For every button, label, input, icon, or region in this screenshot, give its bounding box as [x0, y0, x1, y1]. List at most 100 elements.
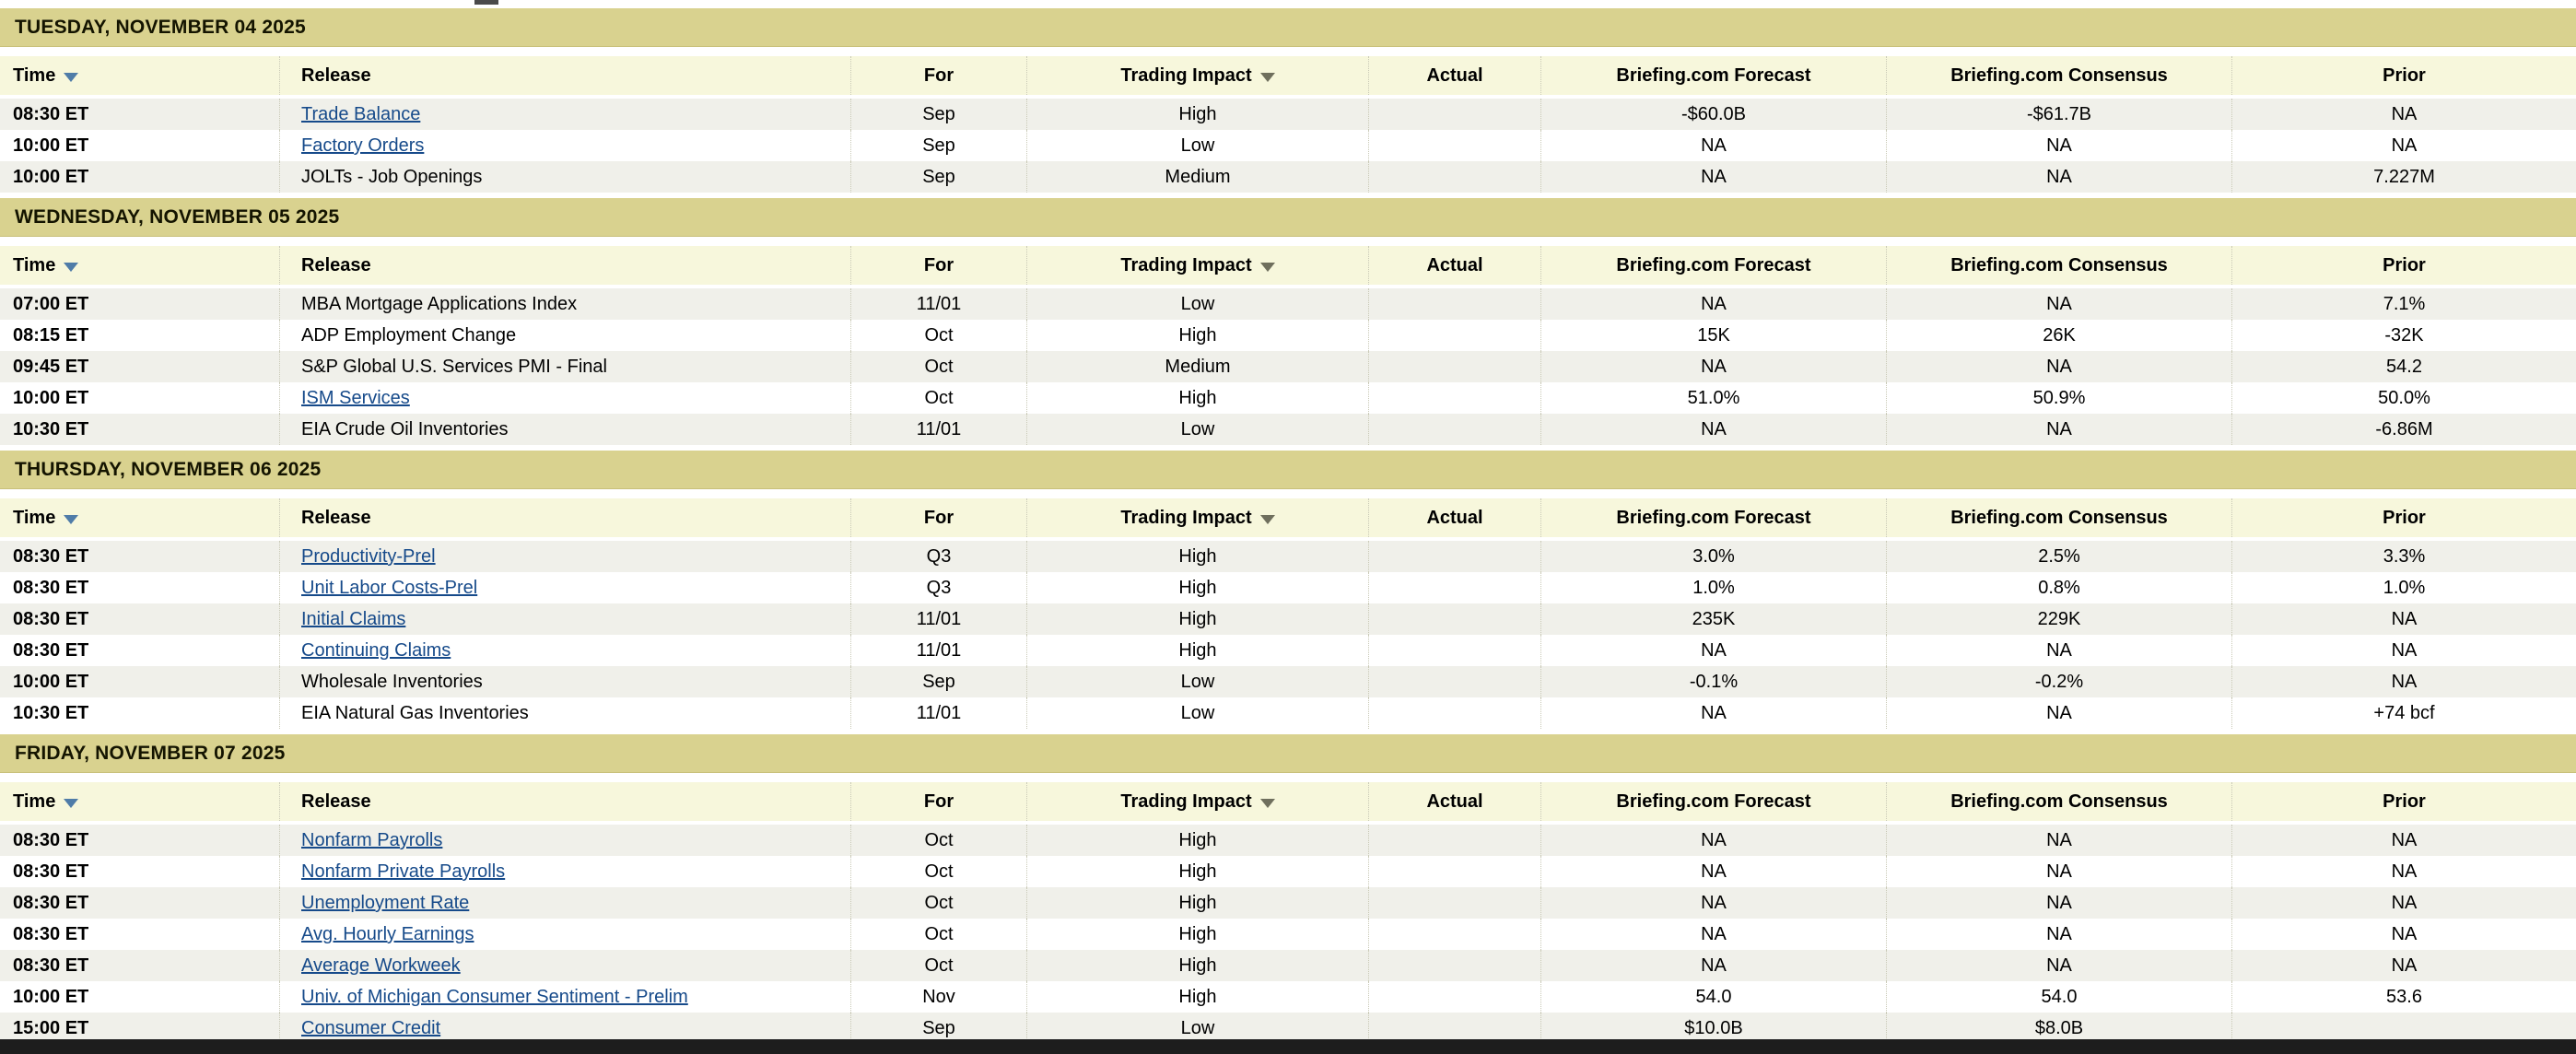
cell-forecast: 235K — [1540, 603, 1886, 635]
cell-consensus: NA — [1886, 414, 2231, 445]
cell-consensus: NA — [1886, 825, 2231, 856]
day-header: WEDNESDAY, NOVEMBER 05 2025 — [0, 198, 2576, 237]
calendar-row: 10:00 ET ISM Services Oct High 51.0% 50.9% 50.… — [0, 382, 2576, 414]
calendar-row: 10:00 ET Wholesale Inventories Sep Low -0.1%… — [0, 666, 2576, 697]
release-link[interactable]: Nonfarm Private Payrolls — [301, 861, 506, 882]
cell-actual — [1368, 697, 1540, 729]
column-label: For — [923, 508, 954, 528]
sort-down-icon[interactable] — [64, 515, 79, 524]
cell-forecast: NA — [1540, 856, 1886, 887]
cell-actual — [1368, 887, 1540, 919]
cell-time: 08:30 ET — [13, 104, 89, 124]
day-section: FRIDAY, NOVEMBER 07 2025 Time Release For Tr… — [0, 734, 2576, 1044]
cell-release: Nonfarm Payrolls — [279, 825, 850, 856]
column-label: Time — [13, 508, 56, 528]
column-header-impact[interactable]: Trading Impact — [1026, 246, 1368, 285]
cell-actual — [1368, 856, 1540, 887]
column-label: Actual — [1426, 508, 1483, 528]
cell-for: Sep — [850, 666, 1026, 697]
cell-impact: High — [1026, 981, 1368, 1013]
column-header-consensus: Briefing.com Consensus — [1886, 56, 2231, 95]
day-section: TUESDAY, NOVEMBER 04 2025 Time Release For T… — [0, 8, 2576, 193]
column-header-time[interactable]: Time — [0, 56, 279, 95]
filter-dropdown-icon[interactable] — [1259, 799, 1275, 808]
bottom-window-edge — [0, 1039, 2576, 1054]
cell-time: 09:45 ET — [13, 357, 89, 377]
column-header-actual: Actual — [1368, 498, 1540, 537]
release-link[interactable]: Unit Labor Costs-Prel — [301, 578, 478, 598]
column-header-actual: Actual — [1368, 56, 1540, 95]
column-header-actual: Actual — [1368, 246, 1540, 285]
cell-forecast: 51.0% — [1540, 382, 1886, 414]
cell-forecast: 54.0 — [1540, 981, 1886, 1013]
column-header-time[interactable]: Time — [0, 498, 279, 537]
release-link[interactable]: Nonfarm Payrolls — [301, 830, 443, 850]
release-link[interactable]: Continuing Claims — [301, 640, 451, 661]
calendar-row: 08:30 ET Initial Claims 11/01 High 235K 229K N… — [0, 603, 2576, 635]
sort-down-icon[interactable] — [64, 799, 79, 808]
cell-actual — [1368, 981, 1540, 1013]
column-header-impact[interactable]: Trading Impact — [1026, 782, 1368, 821]
column-label: Briefing.com Forecast — [1616, 255, 1811, 275]
column-header-row: Time Release For Trading Impact Actual Briefi… — [0, 782, 2576, 821]
cell-actual — [1368, 130, 1540, 161]
column-label: Trading Impact — [1120, 508, 1252, 528]
column-header-for: For — [850, 246, 1026, 285]
cell-time: 15:00 ET — [13, 1018, 89, 1038]
cell-impact: Low — [1026, 130, 1368, 161]
column-header-impact[interactable]: Trading Impact — [1026, 498, 1368, 537]
column-header-time[interactable]: Time — [0, 246, 279, 285]
column-header-impact[interactable]: Trading Impact — [1026, 56, 1368, 95]
release-link[interactable]: ISM Services — [301, 388, 410, 408]
cell-release: Trade Balance — [279, 99, 850, 130]
cell-consensus: NA — [1886, 856, 2231, 887]
release-link[interactable]: Average Workweek — [301, 955, 461, 976]
cell-impact: High — [1026, 919, 1368, 950]
cell-forecast: NA — [1540, 825, 1886, 856]
release-link[interactable]: Initial Claims — [301, 609, 406, 629]
day-section: THURSDAY, NOVEMBER 06 2025 Time Release For… — [0, 451, 2576, 729]
day-header: THURSDAY, NOVEMBER 06 2025 — [0, 451, 2576, 489]
column-header-actual: Actual — [1368, 782, 1540, 821]
cell-consensus: NA — [1886, 130, 2231, 161]
release-link[interactable]: Avg. Hourly Earnings — [301, 924, 474, 944]
cell-forecast: 3.0% — [1540, 541, 1886, 572]
calendar-row: 10:30 ET EIA Crude Oil Inventories 11/01 Lo… — [0, 414, 2576, 445]
cell-release: Consumer Credit — [279, 1013, 850, 1044]
sort-down-icon[interactable] — [64, 263, 79, 272]
cell-release: Average Workweek — [279, 950, 850, 981]
filter-dropdown-icon[interactable] — [1259, 263, 1275, 272]
cell-time: 08:30 ET — [13, 640, 89, 661]
cell-time: 08:30 ET — [13, 924, 89, 944]
column-label: Trading Impact — [1120, 255, 1252, 275]
release-link[interactable]: Productivity-Prel — [301, 546, 436, 567]
release-link[interactable]: Consumer Credit — [301, 1018, 441, 1038]
cell-consensus: 0.8% — [1886, 572, 2231, 603]
cell-for: Oct — [850, 825, 1026, 856]
cell-release: Unit Labor Costs-Prel — [279, 572, 850, 603]
column-header-time[interactable]: Time — [0, 782, 279, 821]
cell-impact: High — [1026, 572, 1368, 603]
column-label: Actual — [1426, 255, 1483, 275]
sort-down-icon[interactable] — [64, 73, 79, 82]
day-section: WEDNESDAY, NOVEMBER 05 2025 Time Release Fo… — [0, 198, 2576, 445]
cell-time: 10:00 ET — [13, 987, 89, 1007]
release-link[interactable]: Univ. of Michigan Consumer Sentiment - P… — [301, 987, 688, 1007]
release-link[interactable]: Trade Balance — [301, 104, 421, 124]
release-link[interactable]: Factory Orders — [301, 135, 425, 156]
day-rows: 08:30 ET Nonfarm Payrolls Oct High NA NA NA 08:… — [0, 825, 2576, 1044]
cell-for: Oct — [850, 950, 1026, 981]
cell-time: 08:30 ET — [13, 861, 89, 882]
cell-impact: Low — [1026, 1013, 1368, 1044]
filter-dropdown-icon[interactable] — [1259, 73, 1275, 82]
column-header-consensus: Briefing.com Consensus — [1886, 782, 2231, 821]
cell-for: Oct — [850, 351, 1026, 382]
filter-dropdown-icon[interactable] — [1259, 515, 1275, 524]
cell-actual — [1368, 288, 1540, 320]
cell-for: 11/01 — [850, 414, 1026, 445]
release-link[interactable]: Unemployment Rate — [301, 893, 470, 913]
cell-time: 08:30 ET — [13, 546, 89, 567]
cell-actual — [1368, 950, 1540, 981]
cell-time: 08:30 ET — [13, 893, 89, 913]
column-label: Briefing.com Consensus — [1950, 65, 2168, 86]
